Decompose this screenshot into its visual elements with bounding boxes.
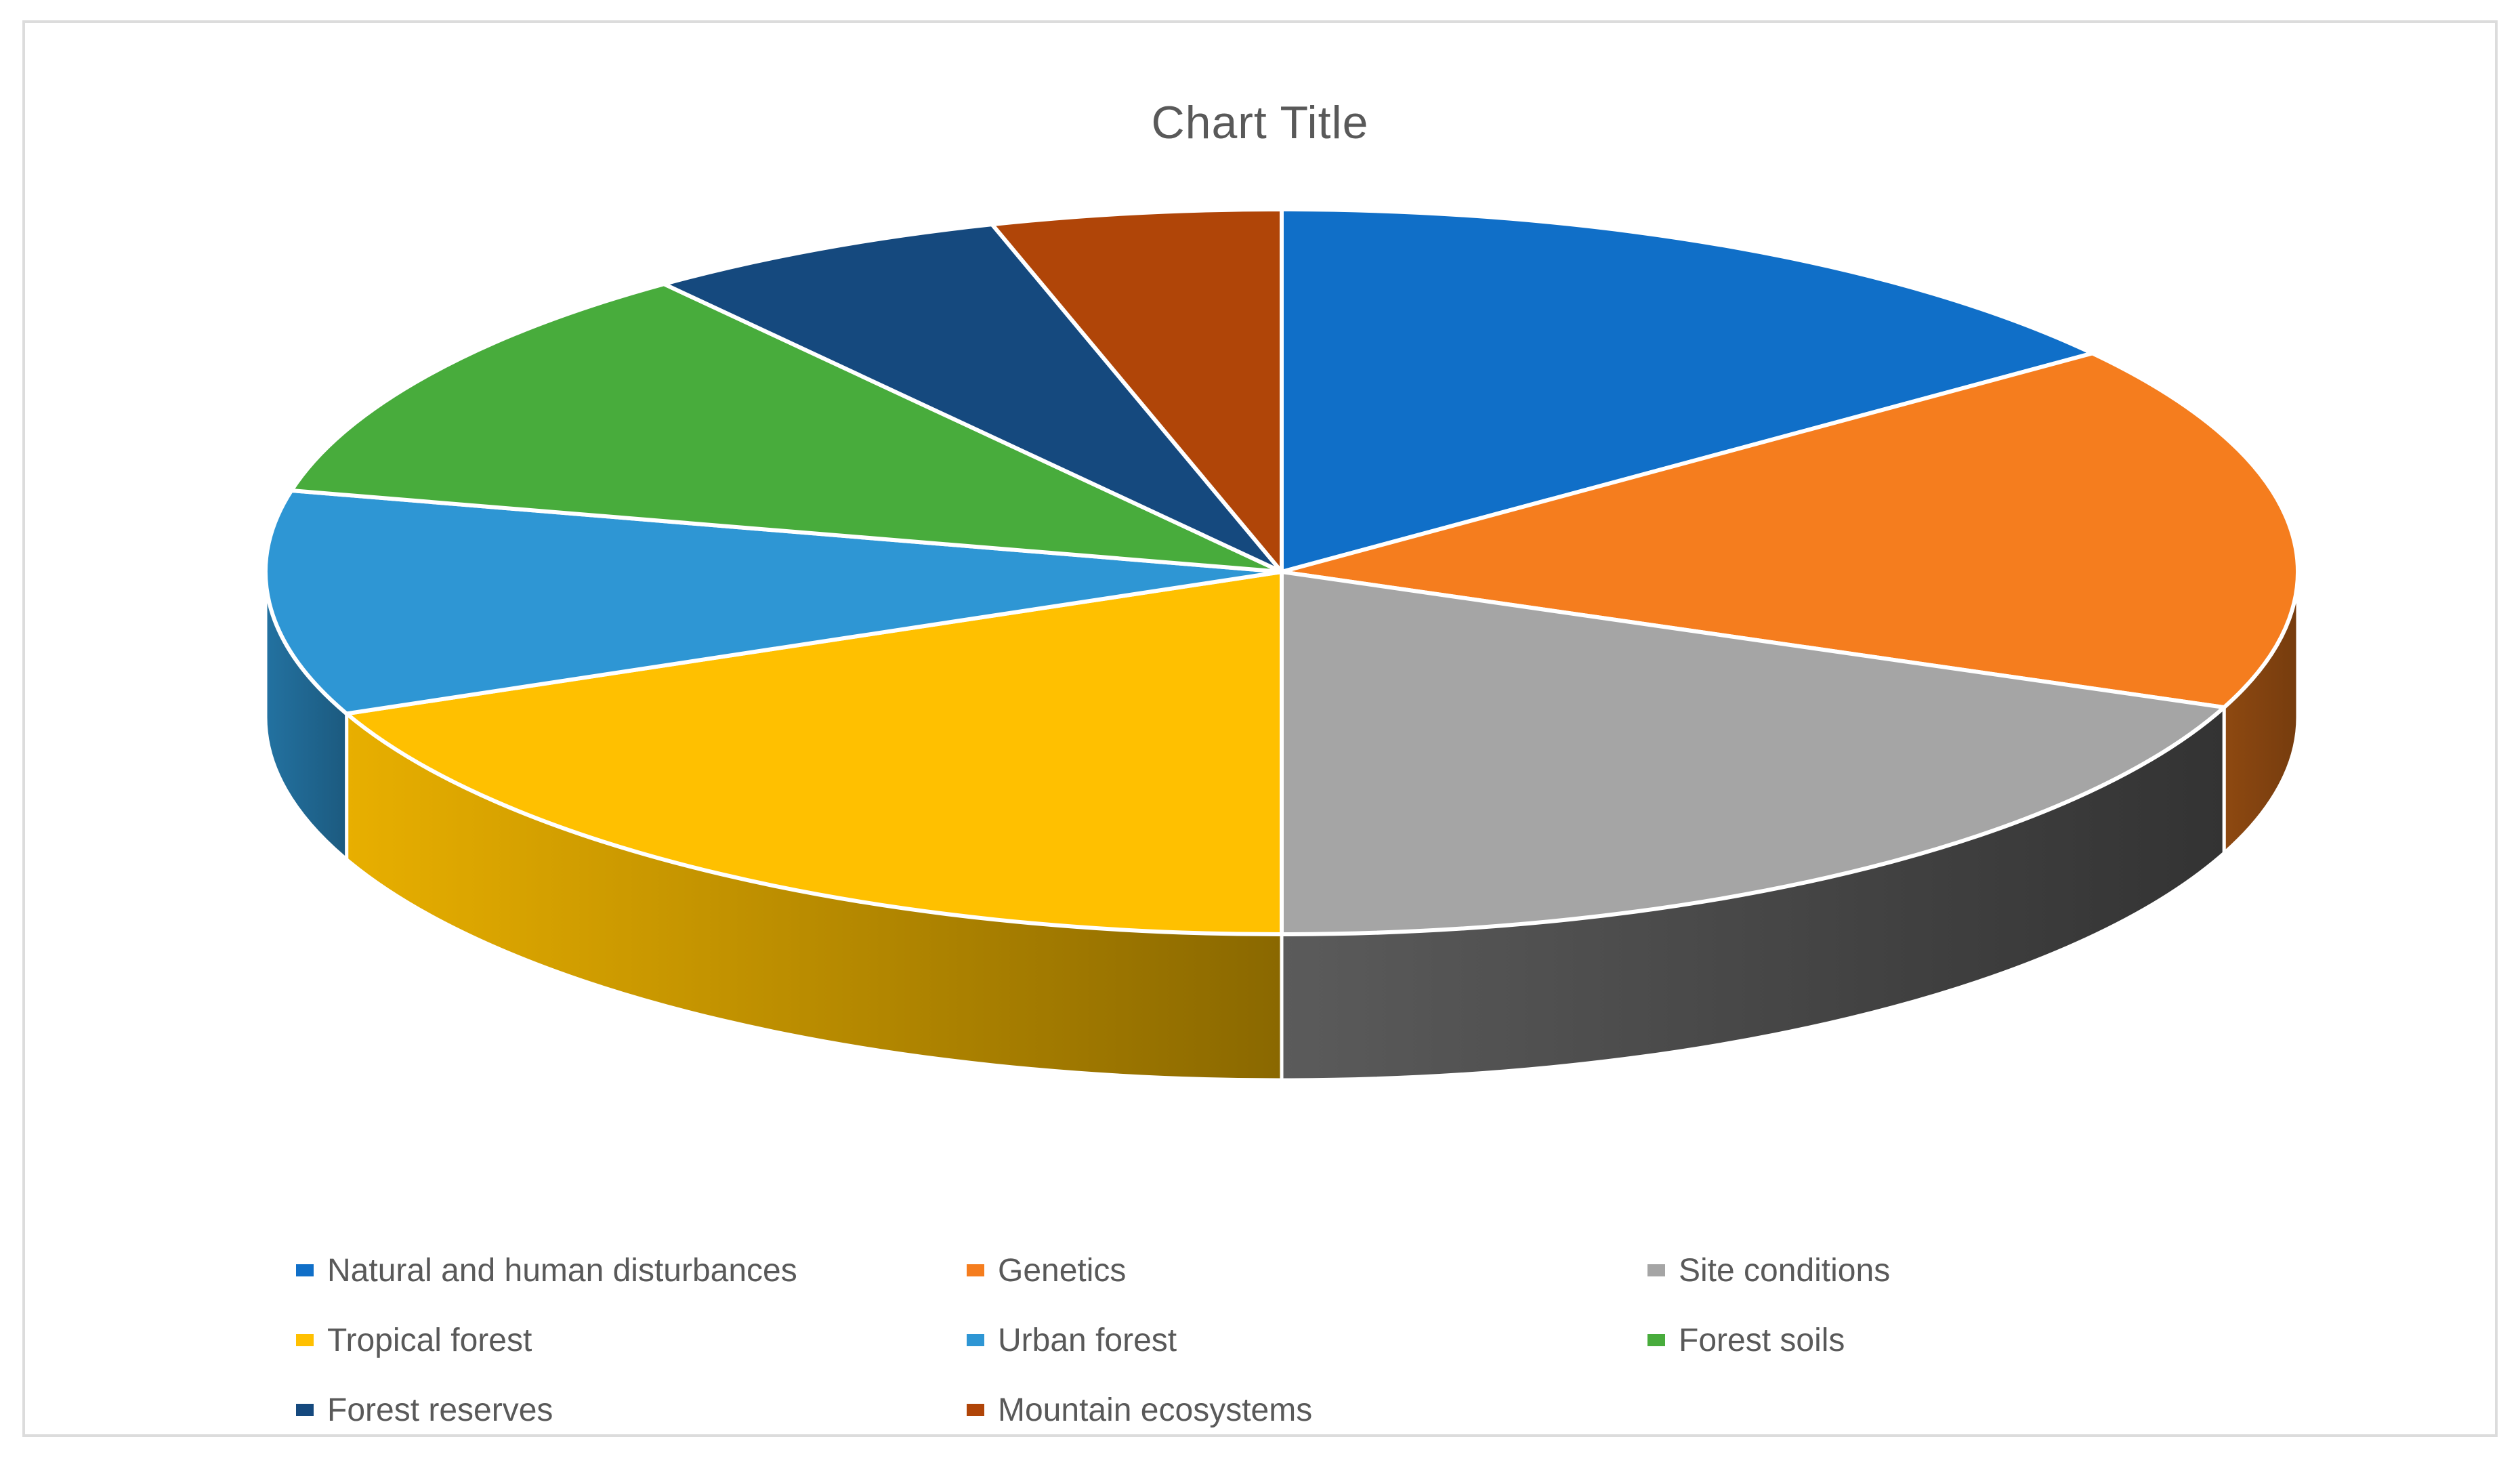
pie-3d-chart [25, 23, 2520, 1479]
chart-frame: Chart Title Natural and human disturbanc… [22, 20, 2498, 1437]
pie-tops [266, 209, 2298, 934]
